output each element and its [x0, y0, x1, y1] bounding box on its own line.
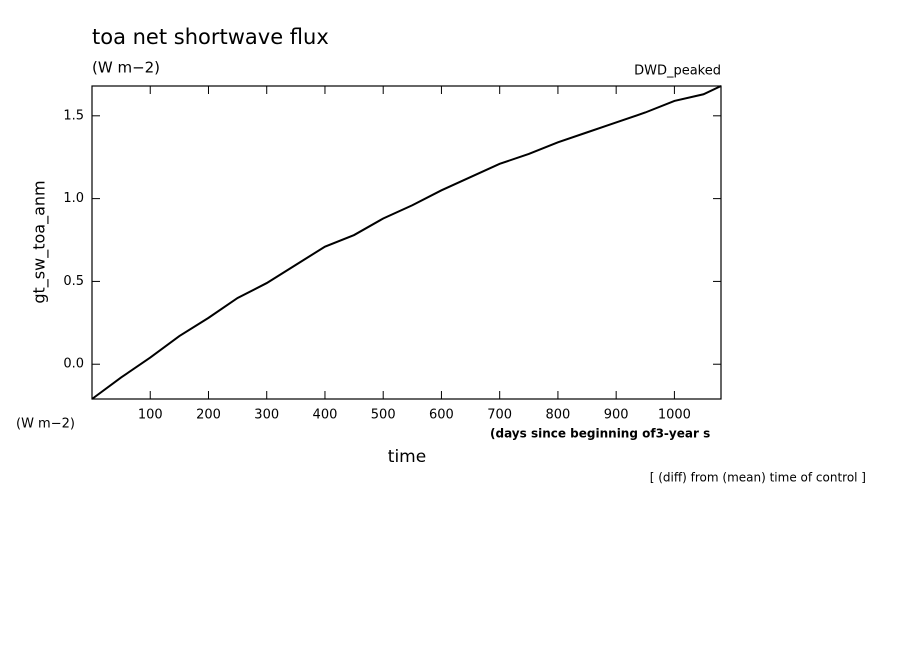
y-tick-label: 0.0 [63, 357, 84, 372]
x-tick-label: 600 [429, 408, 454, 423]
annotation: DWD_peaked [634, 64, 721, 79]
y-axis-label: gt_sw_toa_anm [30, 180, 50, 303]
x-tick-label: 1000 [658, 408, 691, 423]
x-tick-label: 900 [604, 408, 629, 423]
x-tick-label: 200 [196, 408, 221, 423]
plot-frame [91, 85, 722, 400]
x-axis-label: time [388, 447, 426, 467]
x-tick-label: 800 [546, 408, 571, 423]
data-line [91, 85, 722, 400]
x-unit: (days since beginning of3-year s [490, 427, 710, 441]
y-tick-label: 1.0 [63, 191, 84, 206]
y-tick-label: 0.5 [63, 274, 84, 289]
x-tick-label: 700 [487, 408, 512, 423]
x-tick-label: 300 [254, 408, 279, 423]
y-unit: (W m−2) [16, 417, 75, 432]
x-tick-label: 100 [138, 408, 163, 423]
chart-subtitle: (W m−2) [92, 59, 160, 77]
note: [ (diff) from (mean) time of control ] [650, 471, 866, 485]
y-tick-label: 1.5 [63, 108, 84, 123]
chart-title: toa net shortwave flux [92, 25, 329, 49]
x-tick-label: 400 [313, 408, 338, 423]
x-tick-label: 500 [371, 408, 396, 423]
